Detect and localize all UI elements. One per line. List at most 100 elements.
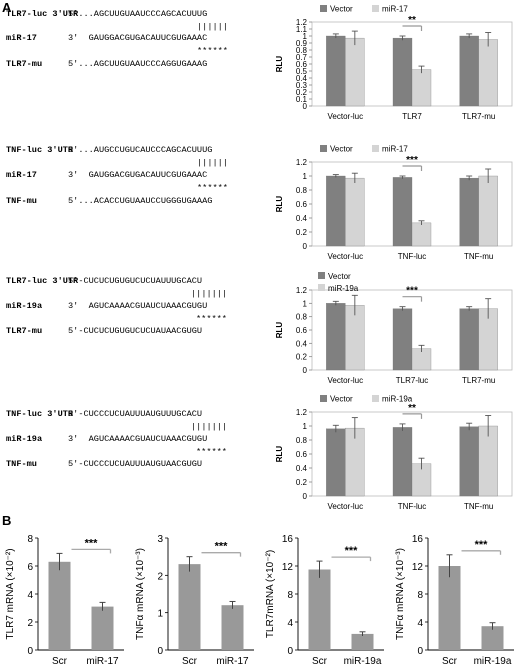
y-tick-label: 4 bbox=[27, 590, 33, 601]
legend-swatch-mir-19a bbox=[372, 395, 379, 402]
y-tick-label: 12 bbox=[282, 562, 294, 573]
seq-row-mutant: TNF-mu 5'...ACACCUGUAAUCCUGGGUGAAAG bbox=[6, 196, 213, 206]
y-tick-label: 0.2 bbox=[296, 478, 308, 487]
y-axis-label: RLU bbox=[275, 56, 284, 73]
y-tick-label: 0.8 bbox=[296, 46, 308, 55]
seq-row-pairing: ||||||| bbox=[191, 289, 228, 299]
y-tick-label: 8 bbox=[287, 590, 293, 601]
y-tick-label: 0 bbox=[303, 102, 308, 111]
x-tick-label: miR-17 bbox=[216, 656, 249, 667]
chart-luciferase-tlr7-mir19a: 0 0.2 0.4 0.6 0.8 1 1.2 RLU Vector-luc TLR7-luc TL… bbox=[275, 272, 513, 385]
legend-label-mir-17: miR-17 bbox=[382, 145, 408, 154]
legend-label-vector: Vector bbox=[330, 145, 353, 154]
x-tick-label: miR-19a bbox=[474, 656, 512, 667]
x-tick-label: Vector-luc bbox=[328, 502, 364, 511]
x-tick-label: Vector-luc bbox=[328, 252, 364, 261]
y-tick-label: 0 bbox=[417, 646, 423, 657]
y-tick-label: 4 bbox=[287, 618, 293, 629]
bar-mir-17-vector-luc bbox=[345, 37, 365, 107]
y-tick-label: 0.2 bbox=[296, 88, 308, 97]
sequence-block-tnf-mir19a: TNF-luc 3'UTR5'-CUCCCUCUAUUUAUGUUUGCACU … bbox=[6, 408, 256, 478]
y-tick-label: 0.6 bbox=[296, 450, 308, 459]
seq-row-mirna: miR-19a 3' AGUCAAAACGUAUCUAAACGUGU bbox=[6, 301, 208, 311]
y-tick-label: 0.6 bbox=[296, 326, 308, 335]
y-axis-label: TNFα mRNA (×10⁻³) bbox=[135, 548, 146, 640]
legend-swatch-vector bbox=[318, 272, 325, 279]
y-tick-label: 0.8 bbox=[296, 186, 308, 195]
y-tick-label: 8 bbox=[27, 534, 33, 545]
y-tick-label: 1.2 bbox=[296, 158, 308, 167]
significance-label: *** bbox=[215, 541, 229, 553]
y-tick-label: 2 bbox=[157, 571, 163, 582]
significance-label: *** bbox=[406, 286, 418, 297]
y-tick-label: 1 bbox=[303, 172, 308, 181]
bar-vector-vector-luc bbox=[326, 428, 346, 497]
seq-row-mutant: TNF-mu 5'-CUCCCUCUAUUUAUGUAACGUGU bbox=[6, 459, 203, 469]
legend-swatch-vector bbox=[320, 5, 327, 12]
sequence-block-tlr7-mir17: TLR7-luc 3'UTR5'...AGCUUGUAAUCCCAGCACUUU… bbox=[6, 8, 256, 78]
significance-label: *** bbox=[475, 539, 489, 551]
y-axis-label: RLU bbox=[275, 446, 284, 463]
y-tick-label: 8 bbox=[417, 590, 423, 601]
y-tick-label: 0.8 bbox=[296, 436, 308, 445]
legend-label-vector: Vector bbox=[328, 272, 351, 281]
x-tick-label: Scr bbox=[52, 656, 68, 667]
bar-mir-19a bbox=[351, 633, 374, 650]
y-tick-label: 0 bbox=[303, 366, 308, 375]
chart-luciferase-tnf-mir19a: 0 0.2 0.4 0.6 0.8 1 1.2 RLU Vector-luc TNF-luc TNF… bbox=[275, 395, 513, 511]
x-tick-label: TNF-mu bbox=[464, 502, 493, 511]
legend-label-mir-19a: miR-19a bbox=[382, 395, 413, 404]
y-tick-label: 12 bbox=[412, 562, 424, 573]
y-tick-label: 1 bbox=[303, 32, 308, 41]
x-tick-label: TLR7-mu bbox=[462, 376, 495, 385]
bar-mir-17 bbox=[91, 606, 114, 650]
seq-row-mutations: ****** bbox=[197, 46, 228, 56]
bar-vector-tnf-mu bbox=[459, 426, 479, 497]
y-tick-label: 0 bbox=[27, 646, 33, 657]
y-tick-label: 1 bbox=[303, 299, 308, 308]
bar-vector-vector-luc bbox=[326, 35, 346, 107]
x-tick-label: TLR7-luc bbox=[396, 376, 428, 385]
y-tick-label: 16 bbox=[282, 534, 294, 545]
y-tick-label: 0 bbox=[303, 242, 308, 251]
sequence-block-tnf-mir17: TNF-luc 3'UTR5'...AUGCCUGUCAUCCCAGCACUUU… bbox=[6, 144, 256, 214]
seq-row-utr: TNF-luc 3'UTR5'-CUCCCUCUAUUUAUGUUUGCACU bbox=[6, 409, 203, 419]
y-tick-label: 0 bbox=[157, 646, 163, 657]
significance-label: ** bbox=[408, 403, 416, 414]
bar-vector-tnf-luc bbox=[392, 427, 413, 497]
legend-swatch-mir-17 bbox=[372, 145, 379, 152]
y-axis-label: TLR7 mRNA (×10⁻²) bbox=[5, 548, 16, 639]
y-tick-label: 0 bbox=[303, 492, 308, 501]
bar-vector-tnf-mu bbox=[459, 177, 479, 247]
seq-row-mirna: miR-19a 3' AGUCAAAACGUAUCUAAACGUGU bbox=[6, 434, 208, 444]
bar-scr bbox=[178, 564, 201, 650]
y-tick-label: 4 bbox=[417, 618, 423, 629]
seq-row-pairing: |||||| bbox=[197, 158, 228, 168]
y-tick-label: 0.5 bbox=[296, 67, 308, 76]
bar-vector-tlr7-luc bbox=[392, 308, 413, 371]
x-tick-label: TNF-luc bbox=[398, 252, 426, 261]
x-tick-label: TLR7-mu bbox=[462, 112, 495, 121]
bar-mir-17-tlr7 bbox=[411, 69, 432, 107]
significance-label: ** bbox=[408, 15, 416, 26]
bar-vector-vector-luc bbox=[326, 303, 346, 371]
y-tick-label: 2 bbox=[27, 618, 33, 629]
x-tick-label: TNF-mu bbox=[464, 252, 493, 261]
y-tick-label: 0.2 bbox=[296, 353, 308, 362]
y-tick-label: 1.1 bbox=[296, 25, 308, 34]
bar-mir-17-vector-luc bbox=[345, 177, 365, 247]
bar-vector-tlr7-mu bbox=[459, 35, 479, 107]
panel-label-b: B bbox=[2, 513, 12, 528]
chart-luciferase-tnf-mir17: 0 0.2 0.4 0.6 0.8 1 1.2 RLU Vector-luc TNF-luc TNF… bbox=[275, 145, 513, 261]
bar-scr bbox=[438, 566, 461, 650]
significance-label: *** bbox=[85, 537, 99, 549]
bar-mir-17-tnf-luc bbox=[411, 222, 432, 247]
y-tick-label: 0.2 bbox=[296, 228, 308, 237]
seq-row-mutations: ****** bbox=[196, 314, 227, 324]
chart-mrna-tlr7-mir19a: 0 4 8 12 16 TLR7mRNA (×10⁻²) Scr miR-19a *** bbox=[265, 534, 384, 667]
significance-label: *** bbox=[345, 545, 359, 557]
y-tick-label: 0.1 bbox=[296, 95, 308, 104]
seq-row-mutant: TLR7-mu 5'-CUCUCUGUGUCUCUAUAACGUGU bbox=[6, 326, 203, 336]
y-tick-label: 0.6 bbox=[296, 60, 308, 69]
y-tick-label: 0.4 bbox=[296, 339, 308, 348]
